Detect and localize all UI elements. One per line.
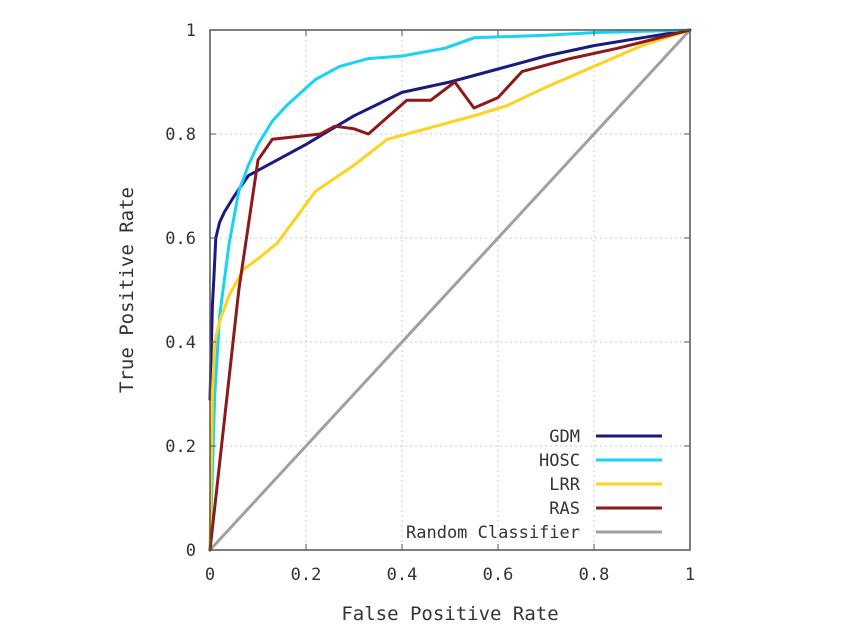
series-line-ras <box>208 28 692 552</box>
legend-label: LRR <box>549 475 580 495</box>
legend: GDM HOSC LRR RAS Random Classifier <box>406 427 662 543</box>
legend-label: Random Classifier <box>406 523 580 543</box>
x-tick-label: 1 <box>685 565 695 585</box>
x-tick-label: 0.2 <box>291 565 322 585</box>
grid <box>210 30 690 550</box>
legend-label: GDM <box>549 427 580 447</box>
plot-frame <box>209 29 691 551</box>
series-line-gdm <box>208 28 692 401</box>
series-lines <box>208 28 692 552</box>
ticks: 0 0.2 0.4 0.6 0.8 1 0 0.2 0.4 0.6 0.8 1 <box>165 21 695 585</box>
series-line-random-classifier <box>208 28 692 552</box>
y-tick-label: 0.2 <box>165 437 196 457</box>
series-line-hosc <box>208 28 692 552</box>
x-axis-label: False Positive Rate <box>341 603 558 625</box>
x-tick-label: 0.8 <box>579 565 610 585</box>
y-tick-label: 0.8 <box>165 125 196 145</box>
y-tick-label: 1 <box>186 21 196 41</box>
x-tick-label: 0 <box>205 565 215 585</box>
y-tick-label: 0 <box>186 541 196 561</box>
x-tick-label: 0.4 <box>387 565 418 585</box>
y-tick-label: 0.4 <box>165 333 196 353</box>
series-line-lrr <box>208 28 692 552</box>
legend-label: RAS <box>549 499 580 519</box>
y-tick-label: 0.6 <box>165 229 196 249</box>
y-axis-label: True Positive Rate <box>116 187 138 393</box>
x-tick-label: 0.6 <box>483 565 514 585</box>
legend-label: HOSC <box>539 451 580 471</box>
